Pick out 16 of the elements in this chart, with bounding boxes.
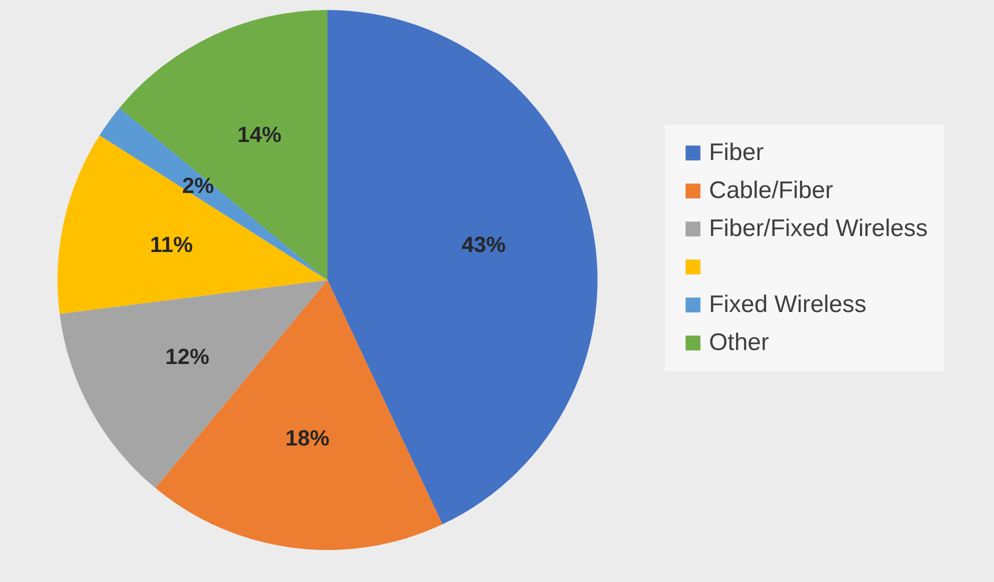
data-label: 11%: [150, 232, 193, 258]
pie-slice: [328, 10, 598, 524]
pie-slice: [119, 10, 328, 280]
pie-slice: [155, 280, 442, 550]
data-label: 43%: [462, 232, 506, 258]
data-label: 12%: [165, 344, 210, 370]
legend-label: Other: [709, 329, 770, 356]
legend-label: Fixed Wireless: [709, 291, 866, 318]
data-label: 2%: [182, 172, 214, 198]
pie-slice: [100, 108, 328, 280]
legend-label: Fiber/Fixed Wireless: [709, 215, 928, 242]
legend-label: Cable/Fiber: [709, 177, 834, 204]
data-label: 14%: [237, 122, 282, 148]
pie-slice: [60, 280, 328, 488]
legend-label: Fiber: [709, 139, 764, 166]
data-label: 18%: [285, 426, 330, 451]
